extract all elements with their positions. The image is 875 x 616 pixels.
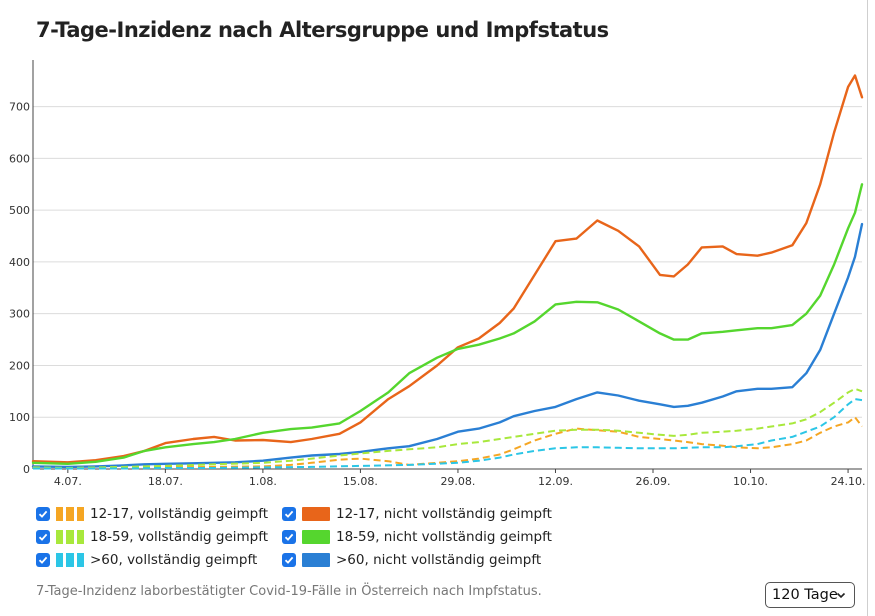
solid-swatch-icon — [302, 530, 330, 544]
series-line — [32, 387, 863, 469]
solid-swatch-icon — [302, 507, 330, 521]
series-line — [33, 416, 863, 469]
y-tick-label: 500 — [9, 204, 30, 217]
dashed-swatch-icon — [56, 553, 84, 567]
y-tick-label: 600 — [9, 152, 30, 165]
x-tick-label: 1.08. — [249, 475, 277, 488]
x-tick-label: 4.07. — [54, 475, 82, 488]
series-line — [31, 183, 864, 465]
time-range-value: 120 Tage — [772, 587, 838, 603]
solid-swatch-icon — [302, 553, 330, 567]
legend-item-12-17-nicht-vollstaendig[interactable]: 12-17, nicht vollständig geimpft — [282, 505, 552, 523]
checkbox-checked-icon[interactable] — [36, 553, 50, 567]
series-line — [31, 74, 864, 464]
chevron-down-icon — [836, 592, 846, 599]
dashed-swatch-icon — [56, 507, 84, 521]
legend-item-18-59-vollstaendig[interactable]: 18-59, vollständig geimpft — [36, 528, 268, 546]
legend-label: 18-59, vollständig geimpft — [90, 529, 269, 545]
legend-label: 18-59, nicht vollständig geimpft — [336, 529, 552, 545]
line-chart: 0 100 200 300 400 500 600 700 4.07. 18.07. 1.08. 15… — [9, 60, 866, 488]
legend-label: 12-17, vollständig geimpft — [90, 506, 269, 522]
legend-item-60-nicht-vollstaendig[interactable]: >60, nicht vollständig geimpft — [282, 551, 541, 569]
legend-label: 12-17, nicht vollständig geimpft — [336, 506, 552, 522]
dashed-swatch-icon — [56, 530, 84, 544]
y-tick-label: 400 — [9, 256, 30, 269]
checkbox-checked-icon[interactable] — [282, 553, 296, 567]
x-tick-label: 24.10. — [831, 475, 866, 488]
x-tick-label: 15.08. — [343, 475, 378, 488]
x-tick-label: 29.08. — [440, 475, 475, 488]
time-range-select[interactable]: 120 Tage — [765, 582, 855, 608]
legend-label: >60, nicht vollständig geimpft — [336, 552, 542, 568]
x-tick-label: 12.09. — [538, 475, 573, 488]
x-tick-label: 26.09. — [636, 475, 671, 488]
checkbox-checked-icon[interactable] — [282, 530, 296, 544]
series-line — [33, 398, 863, 470]
legend-label: >60, vollständig geimpft — [90, 552, 258, 568]
legend-item-18-59-nicht-vollstaendig[interactable]: 18-59, nicht vollständig geimpft — [282, 528, 552, 546]
checkbox-checked-icon[interactable] — [282, 507, 296, 521]
y-tick-label: 700 — [9, 101, 30, 114]
y-tick-label: 200 — [9, 359, 30, 372]
checkbox-checked-icon[interactable] — [36, 530, 50, 544]
x-tick-label: 10.10. — [733, 475, 768, 488]
x-tick-label: 18.07. — [148, 475, 183, 488]
series-line — [31, 222, 864, 469]
legend-item-12-17-vollstaendig[interactable]: 12-17, vollständig geimpft — [36, 505, 268, 523]
y-tick-label: 0 — [23, 463, 30, 476]
legend-item-60-vollstaendig[interactable]: >60, vollständig geimpft — [36, 551, 257, 569]
right-frame-border — [867, 0, 875, 616]
checkbox-checked-icon[interactable] — [36, 507, 50, 521]
chart-title: 7-Tage-Inzidenz nach Altersgruppe und Im… — [36, 18, 609, 42]
y-tick-label: 300 — [9, 308, 30, 321]
y-tick-label: 100 — [9, 411, 30, 424]
chart-caption: 7-Tage-Inzidenz laborbestätigter Covid-1… — [36, 584, 542, 599]
